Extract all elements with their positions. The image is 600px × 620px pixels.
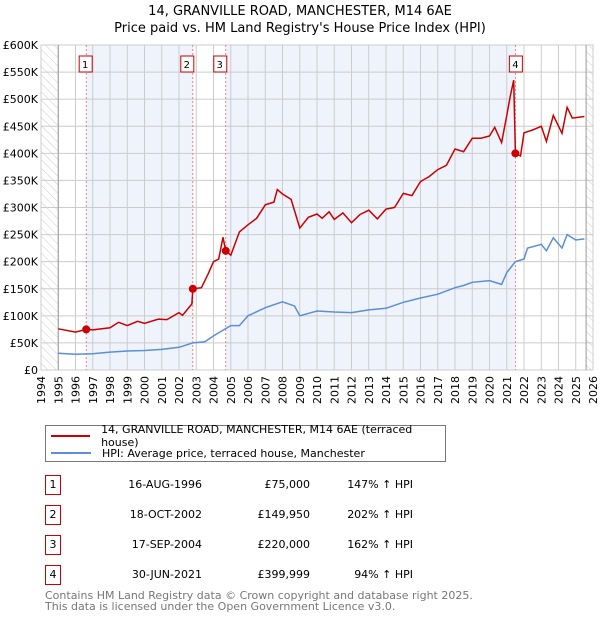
x-tick-label: 2016: [415, 376, 428, 404]
chart-subtitle: Price paid vs. HM Land Registry's House …: [114, 21, 486, 36]
sale-number-badge: 2: [45, 505, 61, 525]
x-tick-label: 2020: [484, 376, 497, 404]
x-tick-label: 1998: [104, 376, 117, 404]
x-tick-label: 2004: [208, 376, 221, 404]
y-tick-label: £300K: [3, 202, 39, 215]
x-tick-label: 2023: [535, 376, 548, 404]
x-tick-label: 2012: [346, 376, 359, 404]
sale-label-box: [213, 55, 228, 73]
y-tick-label: £450K: [3, 120, 39, 133]
table-row: 4 30-JUN-2021 £399,999 94% ↑ HPI: [45, 565, 445, 585]
legend-blue-label: HPI: Average price, terraced house, Manc…: [102, 446, 365, 460]
chart-title: 14, GRANVILLE ROAD, MANCHESTER, M14 6AE: [148, 4, 452, 19]
legend-red-swatch: [51, 435, 91, 437]
x-tick-label: 2007: [259, 376, 272, 404]
sale-date: 16-AUG-1996: [128, 478, 202, 491]
x-tick-label: 1999: [121, 376, 134, 404]
x-tick-label: 2000: [139, 376, 152, 404]
x-tick-label: 2001: [156, 376, 169, 404]
y-tick-label: £100K: [3, 310, 39, 323]
y-tick-label: £50K: [10, 337, 39, 350]
x-tick-label: 2014: [380, 376, 393, 404]
sale-label: 1: [82, 60, 88, 71]
sale-point: [188, 284, 197, 293]
y-tick-label: £600K: [3, 39, 39, 52]
x-tick-label: 2002: [173, 376, 186, 404]
x-tick-label: 2010: [311, 376, 324, 404]
footer-line2: This data is licensed under the Open Gov…: [45, 600, 396, 613]
hpi-change: 162% ↑ HPI: [347, 538, 413, 551]
x-tick-label: 2013: [363, 376, 376, 404]
x-tick-label: 2017: [432, 376, 445, 404]
hpi-change: 94% ↑ HPI: [354, 568, 413, 581]
y-tick-label: £400K: [3, 147, 39, 160]
legend-red-label: 14, GRANVILLE ROAD, MANCHESTER, M14 6AE …: [101, 423, 413, 449]
table-row: 2 18-OCT-2002 £149,950 202% ↑ HPI: [45, 505, 445, 525]
table-row: 1 16-AUG-1996 £75,000 147% ↑ HPI: [45, 475, 445, 495]
x-tick-label: 2021: [501, 376, 514, 404]
x-tick-label: 2024: [553, 376, 566, 404]
x-tick-label: 2005: [225, 376, 238, 404]
x-tick-label: 2006: [242, 376, 255, 404]
x-tick-label: 1995: [52, 376, 65, 404]
legend-blue-swatch: [51, 452, 91, 454]
y-tick-label: £200K: [3, 256, 39, 269]
footer-line1: Contains HM Land Registry data © Crown c…: [45, 589, 473, 602]
x-tick-label: 1996: [70, 376, 83, 404]
sale-point: [511, 149, 520, 158]
sale-date: 30-JUN-2021: [131, 568, 202, 581]
x-tick-label: 2026: [587, 376, 600, 404]
table-row: 3 17-SEP-2004 £220,000 162% ↑ HPI: [45, 535, 445, 555]
x-tick-label: 2011: [328, 376, 341, 404]
sale-price: £75,000: [264, 478, 311, 491]
hpi-line: [58, 233, 585, 356]
x-tick-label: 2018: [449, 376, 462, 404]
price-paid-line: [58, 80, 585, 333]
sale-date: 17-SEP-2004: [131, 538, 202, 551]
sale-label-box: [180, 55, 195, 73]
sale-label-box: [508, 55, 523, 73]
x-tick-label: 1997: [87, 376, 100, 404]
x-tick-label: 2003: [190, 376, 203, 404]
price-chart: 1994 1995 1996 1997 1998 1999 2000 2001 2002 2003…: [3, 39, 600, 404]
sale-price: £220,000: [257, 538, 311, 551]
sale-date: 18-OCT-2002: [129, 508, 202, 521]
x-tick-label: 2015: [397, 376, 410, 404]
sale-label: 3: [217, 60, 223, 71]
x-tick-label: 1994: [35, 376, 48, 404]
x-tick-label: 2025: [570, 376, 583, 404]
x-tick-label: 2008: [277, 376, 290, 404]
y-tick-label: £350K: [3, 174, 39, 187]
x-tick-label: 2009: [294, 376, 307, 404]
sale-price: £399,999: [257, 568, 311, 581]
hpi-change: 202% ↑ HPI: [347, 508, 413, 521]
y-tick-label: £150K: [3, 283, 39, 296]
sale-point: [221, 246, 230, 255]
y-tick-label: £0: [24, 364, 38, 377]
sale-label: 4: [512, 60, 518, 71]
sale-point: [82, 325, 91, 334]
y-tick-label: £550K: [3, 66, 39, 79]
legend: 14, GRANVILLE ROAD, MANCHESTER, M14 6AE …: [45, 423, 446, 462]
hpi-change: 147% ↑ HPI: [347, 478, 413, 491]
sale-label: 2: [184, 60, 190, 71]
sale-label-box: [78, 55, 93, 73]
sale-price: £149,950: [257, 508, 311, 521]
x-tick-label: 2022: [518, 376, 531, 404]
sale-number-badge: 3: [45, 535, 61, 555]
x-tick-label: 2019: [466, 376, 479, 404]
y-tick-label: £250K: [3, 229, 39, 242]
y-tick-label: £500K: [3, 93, 39, 106]
sale-number-badge: 1: [45, 475, 61, 495]
sale-number-badge: 4: [45, 565, 61, 585]
